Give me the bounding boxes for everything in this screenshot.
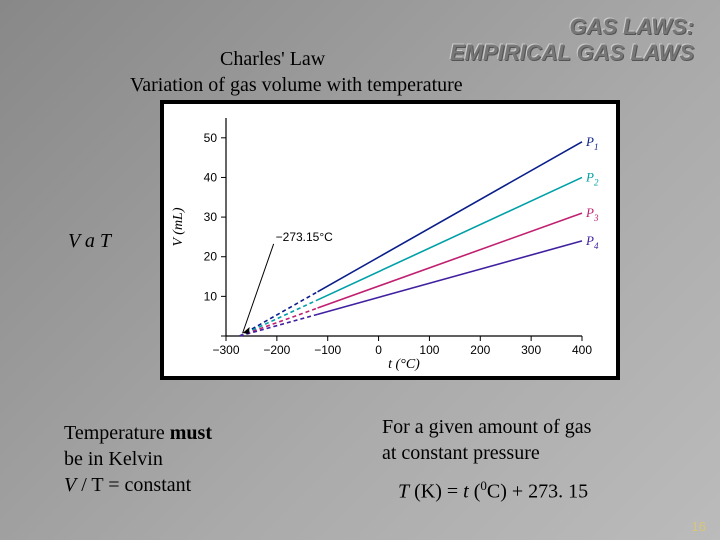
kelvin-paren: ( xyxy=(469,481,481,503)
svg-text:−200: −200 xyxy=(263,343,290,357)
left-note-must: must xyxy=(170,422,212,444)
chart-frame: −300 −200 −100 0 100 200 300 400 10 20 30 40 50 t (°C… xyxy=(160,100,620,380)
svg-text:30: 30 xyxy=(204,210,218,224)
svg-text:50: 50 xyxy=(204,131,218,145)
svg-text:V (mL): V (mL) xyxy=(171,207,186,246)
left-note-line3: V / T = constant xyxy=(64,472,212,498)
svg-text:0: 0 xyxy=(375,343,382,357)
kelvin-tail: C) + 273. 15 xyxy=(487,481,588,503)
svg-text:−100: −100 xyxy=(314,343,341,357)
left-note-v: V xyxy=(64,474,76,496)
right-note-line1: For a given amount of gas xyxy=(382,414,591,440)
svg-text:100: 100 xyxy=(419,343,439,357)
left-note-eq: / T = constant xyxy=(76,474,191,496)
right-note: For a given amount of gas at constant pr… xyxy=(382,414,591,466)
svg-text:40: 40 xyxy=(204,170,218,184)
variable-t: T xyxy=(100,230,111,252)
slide: GAS LAWS: EMPIRICAL GAS LAWS Charles' La… xyxy=(0,0,720,540)
left-note-line1: Temperature must xyxy=(64,420,212,446)
kelvin-eq-txt1: (K) = xyxy=(409,481,463,503)
svg-text:400: 400 xyxy=(572,343,592,357)
svg-text:−273.15°C: −273.15°C xyxy=(276,230,334,244)
svg-text:200: 200 xyxy=(470,343,490,357)
proportional-a: a xyxy=(80,230,100,252)
header-line1: GAS LAWS: xyxy=(450,14,694,40)
svg-text:10: 10 xyxy=(204,289,218,303)
subtitle-law: Charles' Law xyxy=(220,48,325,71)
variable-v: V xyxy=(68,230,80,252)
proportional-relation: V a T xyxy=(68,230,111,253)
header: GAS LAWS: EMPIRICAL GAS LAWS xyxy=(450,14,694,66)
svg-text:t (°C): t (°C) xyxy=(388,357,420,372)
page-number: 16 xyxy=(692,519,706,534)
left-note-text1: Temperature xyxy=(64,422,170,444)
left-note: Temperature must be in Kelvin V / T = co… xyxy=(64,420,212,498)
svg-text:−300: −300 xyxy=(212,343,239,357)
kelvin-equation: T (K) = t (0C) + 273. 15 xyxy=(398,478,588,504)
header-line2: EMPIRICAL GAS LAWS xyxy=(450,40,694,66)
svg-text:300: 300 xyxy=(521,343,541,357)
left-note-line2: be in Kelvin xyxy=(64,446,212,472)
right-note-line2: at constant pressure xyxy=(382,440,591,466)
kelvin-T: T xyxy=(398,481,409,503)
subtitle-desc: Variation of gas volume with temperature xyxy=(130,74,463,97)
svg-text:20: 20 xyxy=(204,250,218,264)
chart: −300 −200 −100 0 100 200 300 400 10 20 30 40 50 t (°C… xyxy=(164,104,616,376)
